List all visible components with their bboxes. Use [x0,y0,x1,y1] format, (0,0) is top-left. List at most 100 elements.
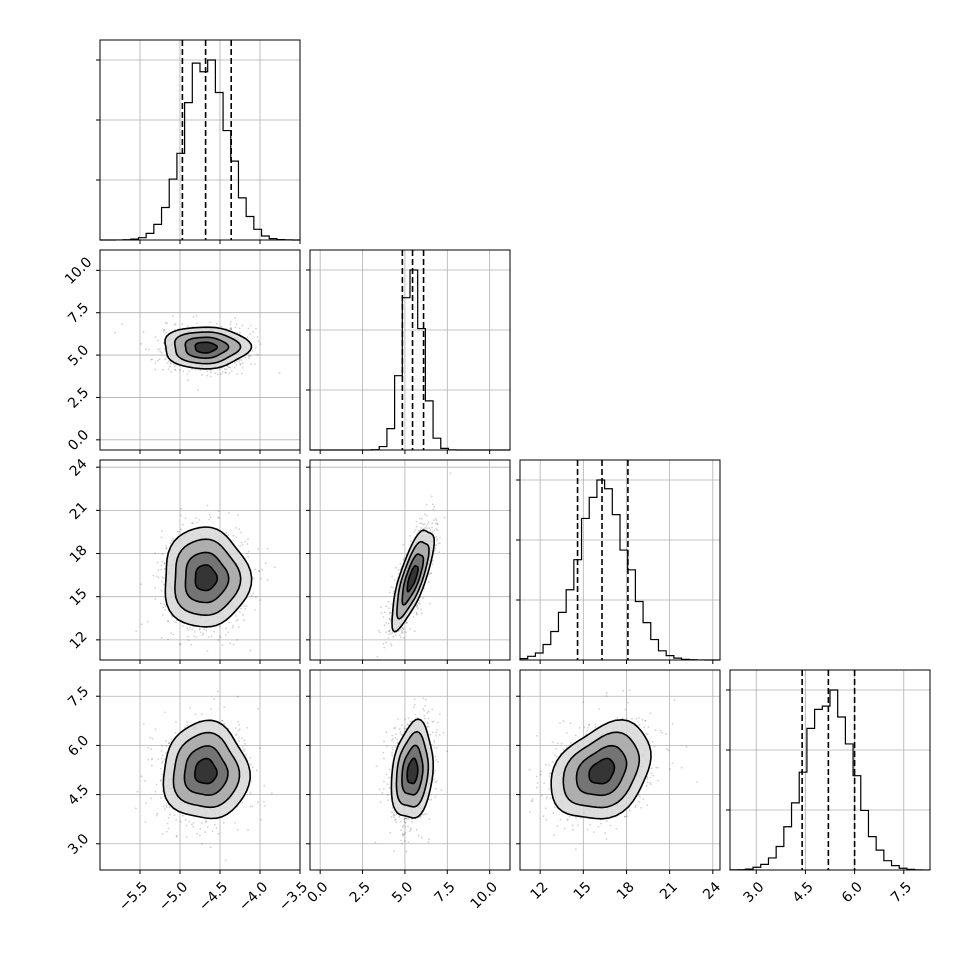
sample-point [168,742,171,744]
sample-point [231,370,233,373]
sample-point [249,805,252,808]
sample-point [399,636,402,639]
sample-point [241,801,243,804]
sample-point [219,635,221,638]
sample-point [257,707,259,710]
sample-point [165,804,168,807]
sample-point [435,519,438,522]
sample-point [266,547,269,550]
sample-point [164,321,167,324]
sample-point [259,599,262,601]
sample-point [215,827,218,829]
sample-point [172,315,174,317]
sample-point [443,516,446,519]
sample-point [209,369,212,372]
sample-point [204,831,207,833]
sample-point [250,363,253,366]
sample-point [160,779,163,782]
sample-point [439,536,441,539]
sample-point [246,552,249,555]
sample-point [436,539,438,542]
sample-point [240,372,243,375]
sample-point [169,542,172,544]
sample-point [425,812,428,815]
sample-point [247,555,250,558]
sample-point [170,738,173,740]
sample-point [431,731,434,734]
sample-point [235,323,238,325]
sample-point [228,512,231,514]
y-tick-label: 24 [67,456,91,480]
sample-point [238,728,241,731]
sample-point [164,609,167,611]
sample-point [195,636,198,638]
sample-point [435,522,437,525]
sample-point [213,630,216,633]
sample-point [209,375,212,378]
sample-point [160,564,163,567]
density-band-0 [195,342,218,353]
sample-point [236,373,239,375]
sample-point [192,822,195,824]
sample-point [204,821,207,824]
sample-point [154,362,157,364]
sample-point [388,618,391,621]
sample-point [195,517,198,519]
sample-point [196,322,198,324]
sample-point [247,355,250,358]
histogram-2 [519,479,721,661]
sample-point [243,748,245,751]
sample-point [238,736,240,739]
sample-point [419,608,422,611]
sample-point [156,359,159,362]
sample-point [263,801,265,803]
sample-point [435,544,437,547]
sample-point [259,343,262,345]
sample-point [247,829,249,832]
sample-point [175,819,178,821]
sample-point [240,531,243,534]
sample-point [206,504,209,507]
sample-point [148,348,150,351]
sample-point [241,362,244,365]
sample-point [196,832,198,835]
sample-point [173,365,176,368]
sample-point [213,823,216,826]
sample-point [144,821,147,823]
sample-point [245,605,248,608]
sample-point [234,822,237,824]
y-tick-label: 5.0 [65,342,92,369]
sample-point [249,324,252,327]
sample-point [162,606,165,609]
sample-point [386,783,389,786]
sample-point [200,713,203,716]
sample-point [191,628,194,631]
sample-point [256,336,259,338]
sample-point [238,611,241,614]
sample-point [209,516,212,519]
sample-point [195,315,198,317]
sample-point [446,750,449,753]
sample-point [225,368,228,370]
sample-point [385,631,387,634]
sample-point [420,836,423,839]
sample-point [199,369,202,371]
sample-point [244,607,247,610]
sample-point [216,690,219,693]
y-tick-label: 10.0 [62,254,95,287]
sample-point [255,327,257,330]
sample-point [228,366,230,369]
sample-point [163,711,166,714]
sample-point [166,822,169,825]
sample-point [383,780,385,783]
sample-point [417,608,419,610]
sample-point [180,528,182,531]
sample-point [191,368,193,371]
sample-point [251,805,254,808]
sample-point [414,529,417,531]
panel-2-2 [516,459,721,664]
sample-point [140,775,143,778]
contour-1 [184,336,230,360]
sample-point [433,529,436,532]
sample-point [230,327,233,329]
